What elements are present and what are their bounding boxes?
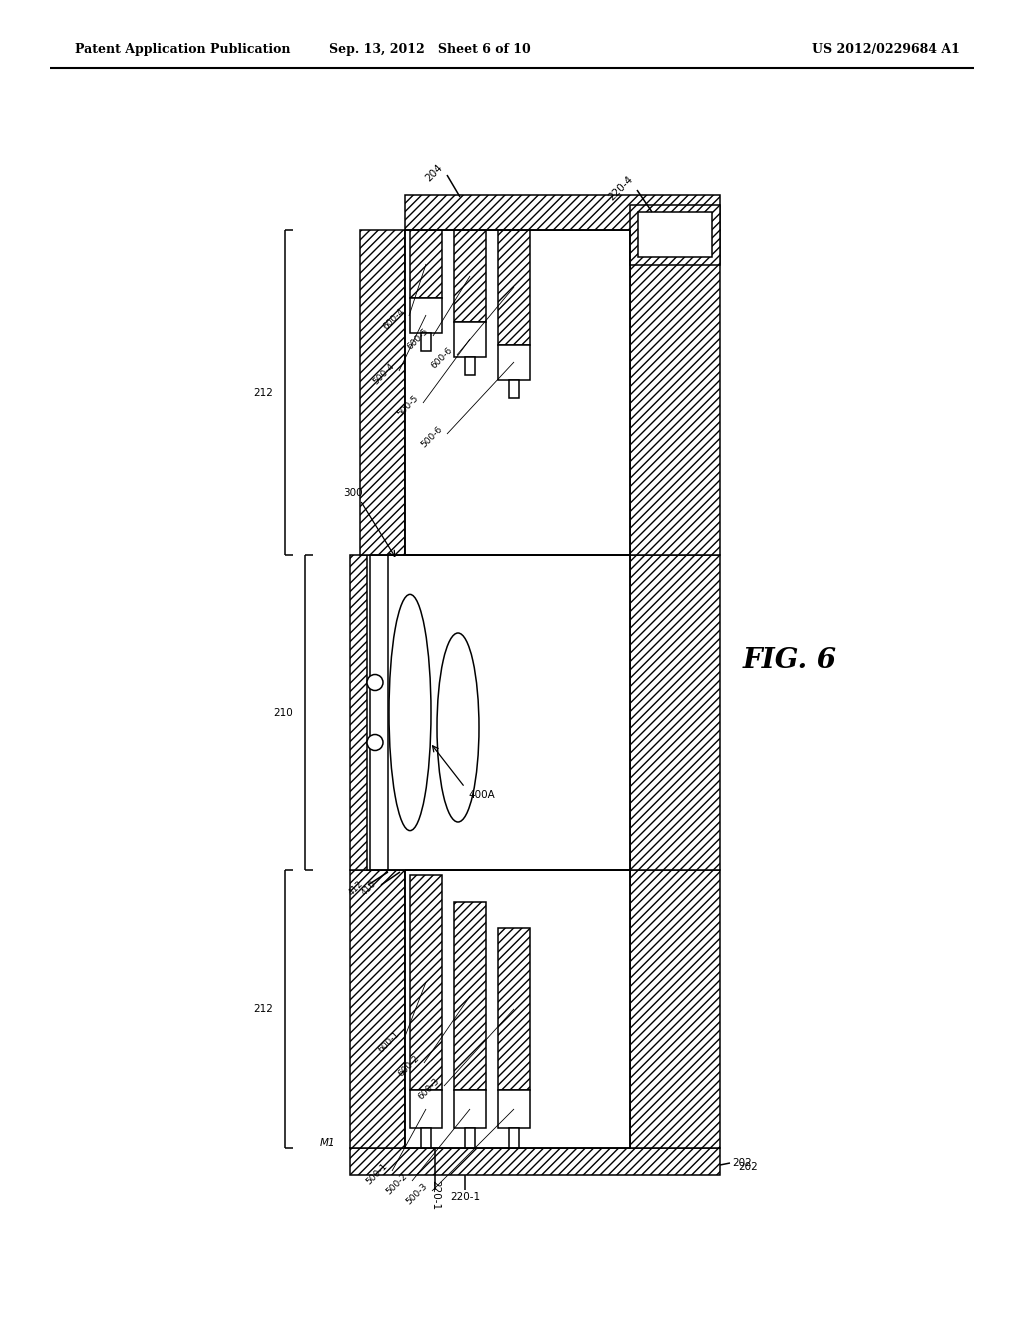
Bar [630,554,720,870]
Bar [498,928,530,1090]
Text: 204: 204 [424,162,445,183]
Text: 500-5: 500-5 [395,393,420,418]
Text: Sep. 13, 2012   Sheet 6 of 10: Sep. 13, 2012 Sheet 6 of 10 [329,44,530,57]
Bar [406,195,720,230]
Text: US 2012/0229684 A1: US 2012/0229684 A1 [812,44,961,57]
Text: FIG. 6: FIG. 6 [743,647,837,673]
Text: 600-3: 600-3 [416,1077,441,1101]
Bar [410,1090,442,1129]
Bar [498,345,530,380]
Bar [367,554,630,870]
Text: 300: 300 [343,488,362,498]
Text: 500-6: 500-6 [419,425,444,450]
Bar [509,1129,519,1148]
Bar [498,1090,530,1129]
Bar [454,230,486,322]
Text: Patent Application Publication: Patent Application Publication [75,44,291,57]
Text: 500-1: 500-1 [365,1162,389,1187]
Bar [454,322,486,356]
Text: 220-1: 220-1 [450,1192,480,1203]
Bar [630,205,720,265]
Bar [370,554,406,870]
Bar [630,870,720,1148]
Text: 202: 202 [738,1162,758,1172]
Bar [454,1090,486,1129]
Bar [350,554,368,870]
Text: 500-3: 500-3 [404,1181,429,1206]
Text: 600-1: 600-1 [376,1030,401,1055]
Ellipse shape [389,594,431,830]
Circle shape [367,734,383,751]
Bar [509,380,519,399]
Bar [360,230,406,554]
Text: 600-5: 600-5 [406,326,430,351]
Circle shape [367,675,383,690]
Bar [421,333,431,351]
Text: 600-2: 600-2 [396,1053,421,1078]
Bar [465,356,475,375]
Text: 500-4: 500-4 [371,362,396,387]
Text: 210: 210 [273,708,293,718]
Bar [638,213,712,257]
Bar [410,875,442,1090]
Text: 220-4: 220-4 [606,174,635,202]
Text: 220-1: 220-1 [430,1180,440,1210]
Bar [410,230,442,298]
Bar [630,230,720,554]
Text: 400A: 400A [468,789,495,800]
Bar [406,870,630,1148]
Bar [350,870,406,1148]
Text: 600-4: 600-4 [381,306,406,331]
Text: 202: 202 [732,1158,752,1168]
Text: 412: 412 [346,879,365,898]
Bar [454,902,486,1090]
Text: 212: 212 [253,388,273,397]
Bar [421,1129,431,1148]
Text: 500-2: 500-2 [384,1172,409,1196]
Text: 410: 410 [359,879,378,898]
Bar [465,1129,475,1148]
Ellipse shape [437,634,479,822]
Bar [498,230,530,345]
Text: M1: M1 [319,1138,335,1148]
Bar [350,1148,720,1175]
Bar [410,298,442,333]
Bar [406,230,630,554]
Text: 600-6: 600-6 [429,346,454,371]
Text: 212: 212 [253,1005,273,1014]
